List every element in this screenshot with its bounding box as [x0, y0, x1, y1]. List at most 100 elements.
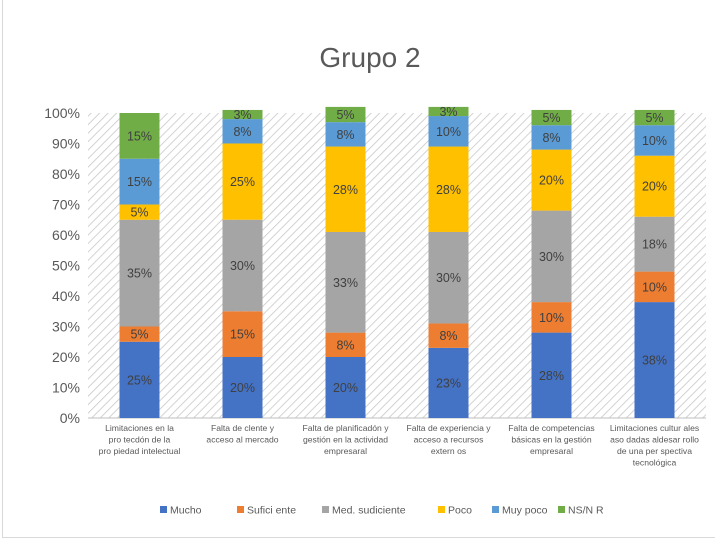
legend-label: Mucho	[170, 505, 202, 517]
data-label: 10%	[436, 125, 461, 139]
legend-swatch	[492, 506, 499, 513]
data-label: 15%	[127, 129, 152, 143]
bar-segment	[531, 332, 572, 418]
bar-segment	[222, 119, 263, 144]
data-label: 3%	[439, 105, 457, 119]
bar-segment	[119, 158, 160, 205]
data-label: 10%	[539, 311, 564, 325]
y-tick-label: 30%	[52, 319, 80, 335]
data-label: 20%	[642, 180, 667, 194]
data-label: 18%	[642, 238, 667, 252]
y-tick-label: 50%	[52, 258, 80, 274]
bar-segment	[634, 125, 675, 156]
category-label: tecnológica	[633, 458, 677, 468]
legend-swatch	[558, 506, 565, 513]
bar-segment	[428, 106, 469, 117]
bar-segment	[634, 271, 675, 303]
category-label: empresaral	[530, 446, 573, 456]
legend-swatch	[160, 506, 167, 513]
legend-label: NS/N R	[568, 505, 604, 517]
legend-label: Poco	[448, 505, 472, 517]
data-label: 10%	[642, 280, 667, 294]
category-label: empresaral	[324, 446, 367, 456]
legend-swatch	[438, 506, 445, 513]
bar-segment	[531, 210, 572, 303]
data-label: 5%	[130, 328, 148, 342]
data-label: 5%	[336, 108, 354, 122]
plot-area-hatch	[88, 113, 706, 418]
bar-segment	[531, 149, 572, 211]
data-label: 35%	[127, 267, 152, 281]
category-label: acceso a recursos	[414, 435, 484, 445]
category-label: Falta de planificadón y	[303, 423, 390, 433]
bar-segment	[119, 113, 160, 159]
data-label: 8%	[439, 329, 457, 343]
data-label: 10%	[642, 134, 667, 148]
category-label: Falta de competencias	[508, 423, 594, 433]
category-label: Limitaciones cultur ales	[610, 423, 699, 433]
data-label: 5%	[542, 111, 560, 125]
data-label: 8%	[233, 125, 251, 139]
y-tick-label: 40%	[52, 288, 80, 304]
bar-segment	[222, 357, 263, 418]
data-label: 38%	[642, 354, 667, 368]
bar-segment	[325, 146, 366, 232]
data-label: 20%	[333, 381, 358, 395]
category-label: pro piedad intelectual	[99, 446, 181, 456]
data-label: 23%	[436, 376, 461, 390]
y-tick-label: 60%	[52, 227, 80, 243]
y-tick-label: 10%	[52, 380, 80, 396]
category-label: básicas en la gestión	[511, 435, 591, 445]
data-label: 28%	[333, 183, 358, 197]
bar-segment	[428, 323, 469, 348]
bar-segment	[634, 155, 675, 217]
bar-segment	[634, 216, 675, 272]
data-label: 3%	[233, 108, 251, 122]
bar-segment	[222, 109, 263, 120]
bar-segment	[325, 106, 366, 123]
legend-label: Sufici ente	[247, 505, 296, 517]
y-tick-label: 80%	[52, 166, 80, 182]
data-label: 8%	[336, 338, 354, 352]
category-label: de una per spectiva	[617, 446, 692, 456]
bar-segment	[222, 311, 263, 357]
data-label: 8%	[336, 128, 354, 142]
bar-segment	[428, 231, 469, 324]
category-label: pro tecdón de la	[109, 435, 171, 445]
y-tick-label: 90%	[52, 136, 80, 152]
legend-swatch	[237, 506, 244, 513]
bar-segment	[634, 302, 675, 418]
y-tick-label: 100%	[44, 105, 80, 121]
bar-segment	[119, 219, 160, 327]
category-label: aso dadas aldesar rollo	[610, 435, 699, 445]
legend-label: Muy poco	[502, 505, 548, 517]
y-tick-label: 0%	[60, 410, 80, 426]
bar-segment	[325, 122, 366, 147]
data-label: 8%	[542, 131, 560, 145]
data-label: 25%	[230, 175, 255, 189]
data-label: 20%	[230, 381, 255, 395]
y-tick-label: 70%	[52, 197, 80, 213]
bar-segment	[428, 146, 469, 232]
data-label: 28%	[436, 183, 461, 197]
bar-segment	[428, 116, 469, 147]
category-label: gestión en la actividad	[303, 435, 388, 445]
category-label: Falta de experiencia y	[406, 423, 491, 433]
data-label: 20%	[539, 174, 564, 188]
category-label: Falta de clente y	[211, 423, 275, 433]
bar-segment	[325, 332, 366, 357]
bar-segment	[634, 109, 675, 126]
chart-title: Grupo 2	[319, 42, 420, 73]
data-label: 33%	[333, 276, 358, 290]
data-label: 5%	[645, 111, 663, 125]
legend-swatch	[322, 506, 329, 513]
y-tick-label: 20%	[52, 349, 80, 365]
bar-segment	[119, 204, 160, 220]
data-label: 15%	[230, 328, 255, 342]
category-label: Limitaciones en la	[105, 423, 174, 433]
bar-segment	[428, 347, 469, 418]
bar-segment	[325, 231, 366, 333]
category-label: acceso al mercado	[206, 435, 278, 445]
